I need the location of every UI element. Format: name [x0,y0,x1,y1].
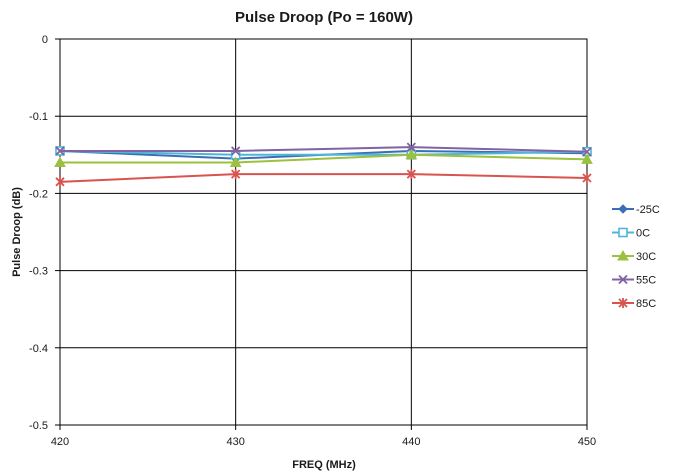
data-point [54,156,66,168]
y-axis-label: Pulse Droop (dB) [11,187,23,277]
x-axis-ticks: 420 430 440 450 [51,425,596,448]
y-tick-label: -0.5 [29,420,48,432]
legend-label: 0C [636,228,650,240]
series-85C [55,169,592,187]
data-point [231,169,241,180]
x-tick-label: 420 [51,436,69,448]
series-55C [55,142,592,157]
y-tick-label: -0.3 [29,266,48,278]
plot-frame [59,38,588,426]
grid [59,38,588,426]
x-tick-label: 430 [226,436,244,448]
data-point [231,146,241,156]
data-point [405,148,418,160]
y-tick-label: -0.4 [29,343,48,355]
series-line [59,173,588,183]
data-point [229,156,242,168]
data-point [582,147,592,157]
data-point [55,176,65,187]
chart-title: Pulse Droop (Po = 160W) [235,9,413,26]
data-point [55,146,65,156]
data-point [582,172,592,183]
legend-label: -25C [636,204,660,216]
y-tick-label: 0 [42,34,48,46]
legend-label: 85C [636,298,656,310]
legend-label: 30C [636,251,656,263]
series-line [60,146,588,153]
legend-item: 85C [612,298,656,310]
data-point [406,169,416,180]
legend-item: 0C [612,228,650,240]
legend-marker [618,204,628,214]
y-tick-label: -0.1 [29,111,48,123]
legend-marker [618,274,628,285]
legend-label: 55C [636,275,656,287]
data-point [581,153,593,164]
x-axis-label: FREQ (MHz) [292,459,356,471]
legend-item: 30C [612,249,656,263]
y-axis-ticks: 0 -0.1 -0.2 -0.3 -0.4 -0.5 [29,34,60,432]
series-line [60,153,588,164]
legend-marker [618,227,628,238]
y-tick-label: -0.2 [29,188,48,200]
x-tick-label: 450 [578,436,596,448]
legend-item: 55C [612,275,656,287]
series-layer [54,142,593,187]
legend-marker [618,298,628,308]
legend: -25C 0C 30C 55C 85C [612,204,660,310]
series-30C [54,148,593,168]
data-point [406,142,416,152]
x-tick-label: 440 [402,436,420,448]
legend-marker [617,249,629,261]
legend-item: -25C [612,204,660,216]
series-line [59,149,588,156]
